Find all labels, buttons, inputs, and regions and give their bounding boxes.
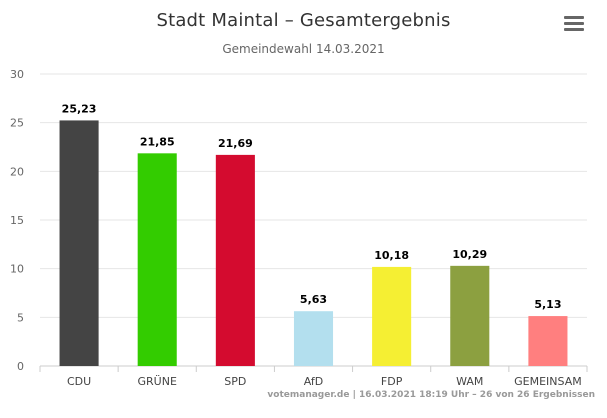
data-label: 10,18 [374,249,409,262]
y-tick-label: 25 [10,117,24,130]
data-label: 21,69 [218,137,253,150]
x-tick-label: FDP [381,375,403,388]
data-label: 21,85 [140,135,175,148]
bar [293,311,334,366]
y-tick-label: 0 [17,360,24,373]
data-label: 5,13 [534,298,561,311]
y-tick-label: 30 [10,68,24,81]
hamburger-menu-icon[interactable] [564,16,584,34]
bar [372,266,412,366]
y-tick-label: 20 [10,165,24,178]
x-tick-label: WAM [456,375,483,388]
x-tick-label: GEMEINSAM [514,375,582,388]
bar [137,153,177,366]
y-tick-label: 15 [10,214,24,227]
x-tick-label: GRÜNE [138,375,177,388]
x-tick-label: SPD [224,375,246,388]
bar [450,265,490,366]
y-tick-label: 5 [17,311,24,324]
chart-title: Stadt Maintal – Gesamtergebnis [156,10,451,31]
x-tick-label: AfD [304,375,323,388]
y-tick-label: 10 [10,263,24,276]
data-label: 5,63 [300,293,327,306]
bar [59,120,99,366]
data-label: 25,23 [62,102,97,115]
chart-subtitle: Gemeindewahl 14.03.2021 [222,42,385,56]
data-label: 10,29 [452,248,487,261]
bar [215,154,255,366]
x-tick-label: CDU [67,375,91,388]
credits-text[interactable]: votemanager.de | 16.03.2021 18:19 Uhr – … [267,390,595,400]
bar [528,316,568,366]
